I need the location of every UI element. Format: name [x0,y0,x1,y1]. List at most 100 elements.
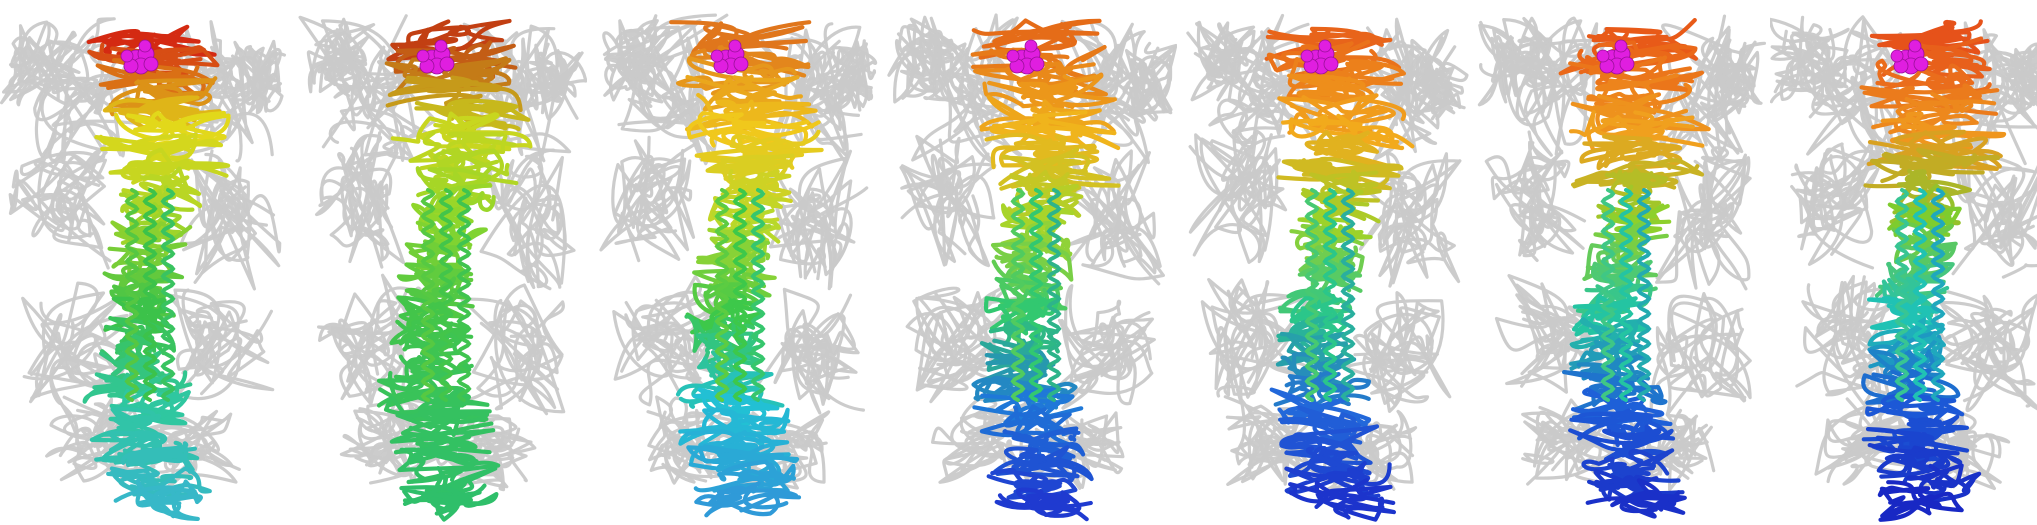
colored-coil [1585,490,1687,514]
colored-protomer [1558,18,1711,519]
grey-coil [780,312,865,412]
colored-coil [1287,446,1364,479]
grey-coil [527,50,587,98]
ligand-atom [1890,49,1904,63]
grey-coil [1069,151,1162,268]
stem-helix [1340,188,1356,402]
grey-coil [769,167,850,291]
structure-render [1770,15,2037,522]
colored-coil [1610,168,1669,196]
grey-coil [318,291,436,405]
ligand-spheres [1890,39,1929,75]
colored-coil [971,18,1100,53]
colored-coil [397,441,477,482]
colored-coil [1877,485,1942,510]
colored-coil [993,445,1077,483]
grey-coil [321,29,431,162]
grey-coil [22,291,134,406]
grey-coil [1939,302,2037,411]
stem-helix [1912,188,1928,402]
colored-coil [1277,401,1372,428]
colored-coil [1890,111,1974,152]
grey-coil [768,149,853,277]
colored-coil [94,132,224,172]
stem-helix [1600,188,1616,402]
grey-coil [8,152,110,270]
grey-coil [604,19,661,104]
ligand-atom [1006,49,1020,63]
grey-coil [339,403,434,468]
ligand-atom [1300,49,1314,63]
colored-coil [687,56,797,87]
ligand-atom [1029,56,1045,72]
grey-coil [1770,17,1846,87]
grey-coil [1679,155,1751,291]
colored-coil [386,18,512,62]
colored-coil [1918,463,1982,496]
grey-coil [1494,149,1587,257]
grey-backbone [599,13,878,490]
colored-coil [399,483,487,522]
grey-coil [1501,16,1606,128]
grey-coil [599,135,692,263]
grey-coil [938,397,1037,484]
ligand-atom [1024,39,1038,53]
colored-coil [1000,220,1071,262]
grey-coil [1956,157,2037,266]
colored-coil [982,73,1104,110]
ligand-atom [1318,39,1332,53]
grey-coil [893,16,955,104]
ligand-atom [434,39,448,53]
colored-protomer [1264,26,1415,522]
colored-coil [1884,448,1960,484]
colored-coil [1304,130,1397,170]
structure-panel-1 [0,0,291,525]
colored-coil [1888,91,1997,135]
grey-coil [167,288,248,377]
colored-coil [1283,432,1373,466]
grey-coil [536,42,581,121]
structure-render [0,17,286,522]
grey-coil [1188,133,1288,264]
stem-helix [420,188,436,402]
colored-coil [1288,478,1396,515]
ligand-spheres [416,39,455,75]
colored-coil [1281,118,1400,146]
grey-coil [887,15,967,86]
stem-helix [1894,188,1910,402]
colored-coil [694,488,802,517]
grey-coil [602,19,666,102]
grey-coil [931,396,1034,485]
colored-coil [1291,158,1404,182]
stem-helix [1046,188,1062,402]
ligand-atom [143,56,159,72]
grey-coil [2,30,81,107]
colored-coil [1287,73,1366,104]
colored-coil [698,407,790,448]
colored-coil [427,166,492,192]
grey-coil [317,18,376,97]
grey-coil [1655,309,1745,417]
ligand-spheres [1596,39,1635,75]
colored-coil [1880,147,2001,184]
stem-helix [1010,188,1026,402]
stem-helix [1322,188,1338,402]
stem-helix [1618,188,1634,402]
colored-coil [414,101,531,126]
colored-coil [437,148,510,188]
stem-helix [438,188,454,402]
grey-coil [460,297,565,416]
colored-coil [113,479,203,522]
colored-coil [711,208,781,245]
ligand-spheres [1300,39,1339,75]
grey-backbone [887,13,1177,490]
colored-protomer [1859,19,2007,522]
colored-coil [1579,134,1683,168]
grey-coil [479,148,566,291]
grey-coil [1057,315,1150,406]
stem-helix [1304,188,1320,402]
structure-panel-3 [590,0,881,525]
stem-helix [1636,188,1652,402]
grey-coil [1034,411,1123,480]
grey-coil [1358,152,1461,279]
